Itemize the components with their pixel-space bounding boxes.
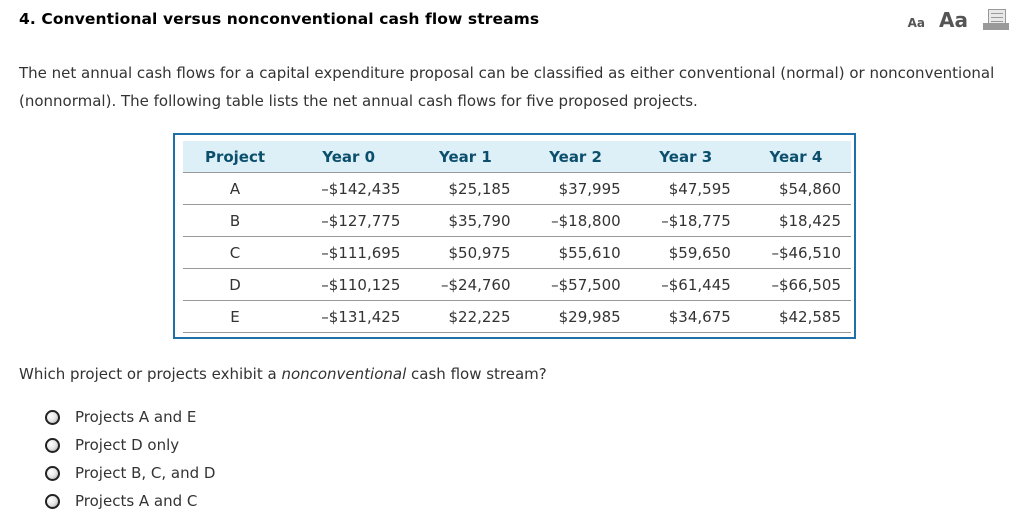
- cell-value: $59,650: [630, 236, 741, 269]
- option-projects-a-and-c[interactable]: Projects A and C: [45, 487, 215, 515]
- radio-button-icon[interactable]: [45, 409, 60, 425]
- cell-value: $50,975: [410, 236, 521, 269]
- question-emphasis: nonconventional: [281, 365, 407, 383]
- cell-project: B: [183, 204, 287, 237]
- decrease-font-button[interactable]: Aa: [907, 16, 926, 30]
- cell-value: –$66,505: [740, 268, 851, 301]
- header-year-4: Year 4: [740, 141, 851, 173]
- print-icon[interactable]: [982, 9, 1010, 31]
- cell-value: –$24,760: [410, 268, 521, 301]
- cell-project: C: [183, 236, 287, 269]
- cash-flow-table-frame: Project Year 0 Year 1 Year 2 Year 3 Year…: [173, 133, 856, 339]
- question-text-before: Which project or projects exhibit a: [19, 365, 282, 383]
- option-label: Projects A and E: [75, 408, 197, 426]
- cell-value: –$127,775: [287, 204, 411, 237]
- cell-value: –$57,500: [520, 268, 631, 301]
- table-row: A –$142,435 $25,185 $37,995 $47,595 $54,…: [183, 172, 851, 205]
- cell-project: A: [183, 172, 287, 205]
- option-label: Project D only: [75, 436, 180, 454]
- header-year-0: Year 0: [287, 141, 411, 173]
- cell-value: –$18,800: [520, 204, 631, 237]
- cell-value: $47,595: [630, 172, 741, 205]
- cell-value: –$61,445: [630, 268, 741, 301]
- cell-value: $42,585: [740, 300, 851, 333]
- print-base-shape: [983, 23, 1009, 30]
- toolbar: Aa Aa: [908, 8, 1010, 32]
- table-header-row: Project Year 0 Year 1 Year 2 Year 3 Year…: [183, 141, 851, 173]
- cell-value: –$18,775: [630, 204, 741, 237]
- cell-value: –$110,125: [287, 268, 411, 301]
- table-row: B –$127,775 $35,790 –$18,800 –$18,775 $1…: [183, 204, 851, 237]
- option-project-b-c-and-d[interactable]: Project B, C, and D: [45, 459, 215, 487]
- cell-value: $29,985: [520, 300, 631, 333]
- cell-value: $25,185: [410, 172, 521, 205]
- answer-options: Projects A and E Project D only Project …: [45, 403, 215, 515]
- option-projects-a-and-e[interactable]: Projects A and E: [45, 403, 215, 431]
- cell-value: $34,675: [630, 300, 741, 333]
- table-row: E –$131,425 $22,225 $29,985 $34,675 $42,…: [183, 300, 851, 333]
- cell-value: $37,995: [520, 172, 631, 205]
- cell-value: $35,790: [410, 204, 521, 237]
- radio-button-icon[interactable]: [45, 465, 60, 481]
- option-label: Projects A and C: [75, 492, 198, 510]
- increase-font-button[interactable]: Aa: [939, 8, 968, 32]
- cell-value: $18,425: [740, 204, 851, 237]
- cell-value: $22,225: [410, 300, 521, 333]
- question-title: 4. Conventional versus nonconventional c…: [19, 10, 540, 28]
- header-project: Project: [183, 141, 287, 173]
- question-prompt: Which project or projects exhibit a nonc…: [19, 365, 547, 383]
- cash-flow-table: Project Year 0 Year 1 Year 2 Year 3 Year…: [183, 141, 851, 333]
- cell-value: $54,860: [740, 172, 851, 205]
- option-label: Project B, C, and D: [75, 464, 216, 482]
- header-year-3: Year 3: [630, 141, 741, 173]
- cell-value: $55,610: [520, 236, 631, 269]
- radio-button-icon[interactable]: [45, 437, 60, 453]
- table-row: C –$111,695 $50,975 $55,610 $59,650 –$46…: [183, 236, 851, 269]
- cell-value: –$142,435: [287, 172, 411, 205]
- cell-value: –$131,425: [287, 300, 411, 333]
- cell-project: E: [183, 300, 287, 333]
- header-year-1: Year 1: [410, 141, 521, 173]
- table-row: D –$110,125 –$24,760 –$57,500 –$61,445 –…: [183, 268, 851, 301]
- cell-value: –$111,695: [287, 236, 411, 269]
- option-project-d-only[interactable]: Project D only: [45, 431, 215, 459]
- radio-button-icon[interactable]: [45, 493, 60, 509]
- question-text-after: cash flow stream?: [406, 365, 547, 383]
- intro-paragraph: The net annual cash flows for a capital …: [19, 64, 995, 110]
- header-year-2: Year 2: [520, 141, 631, 173]
- cell-value: –$46,510: [740, 236, 851, 269]
- cell-project: D: [183, 268, 287, 301]
